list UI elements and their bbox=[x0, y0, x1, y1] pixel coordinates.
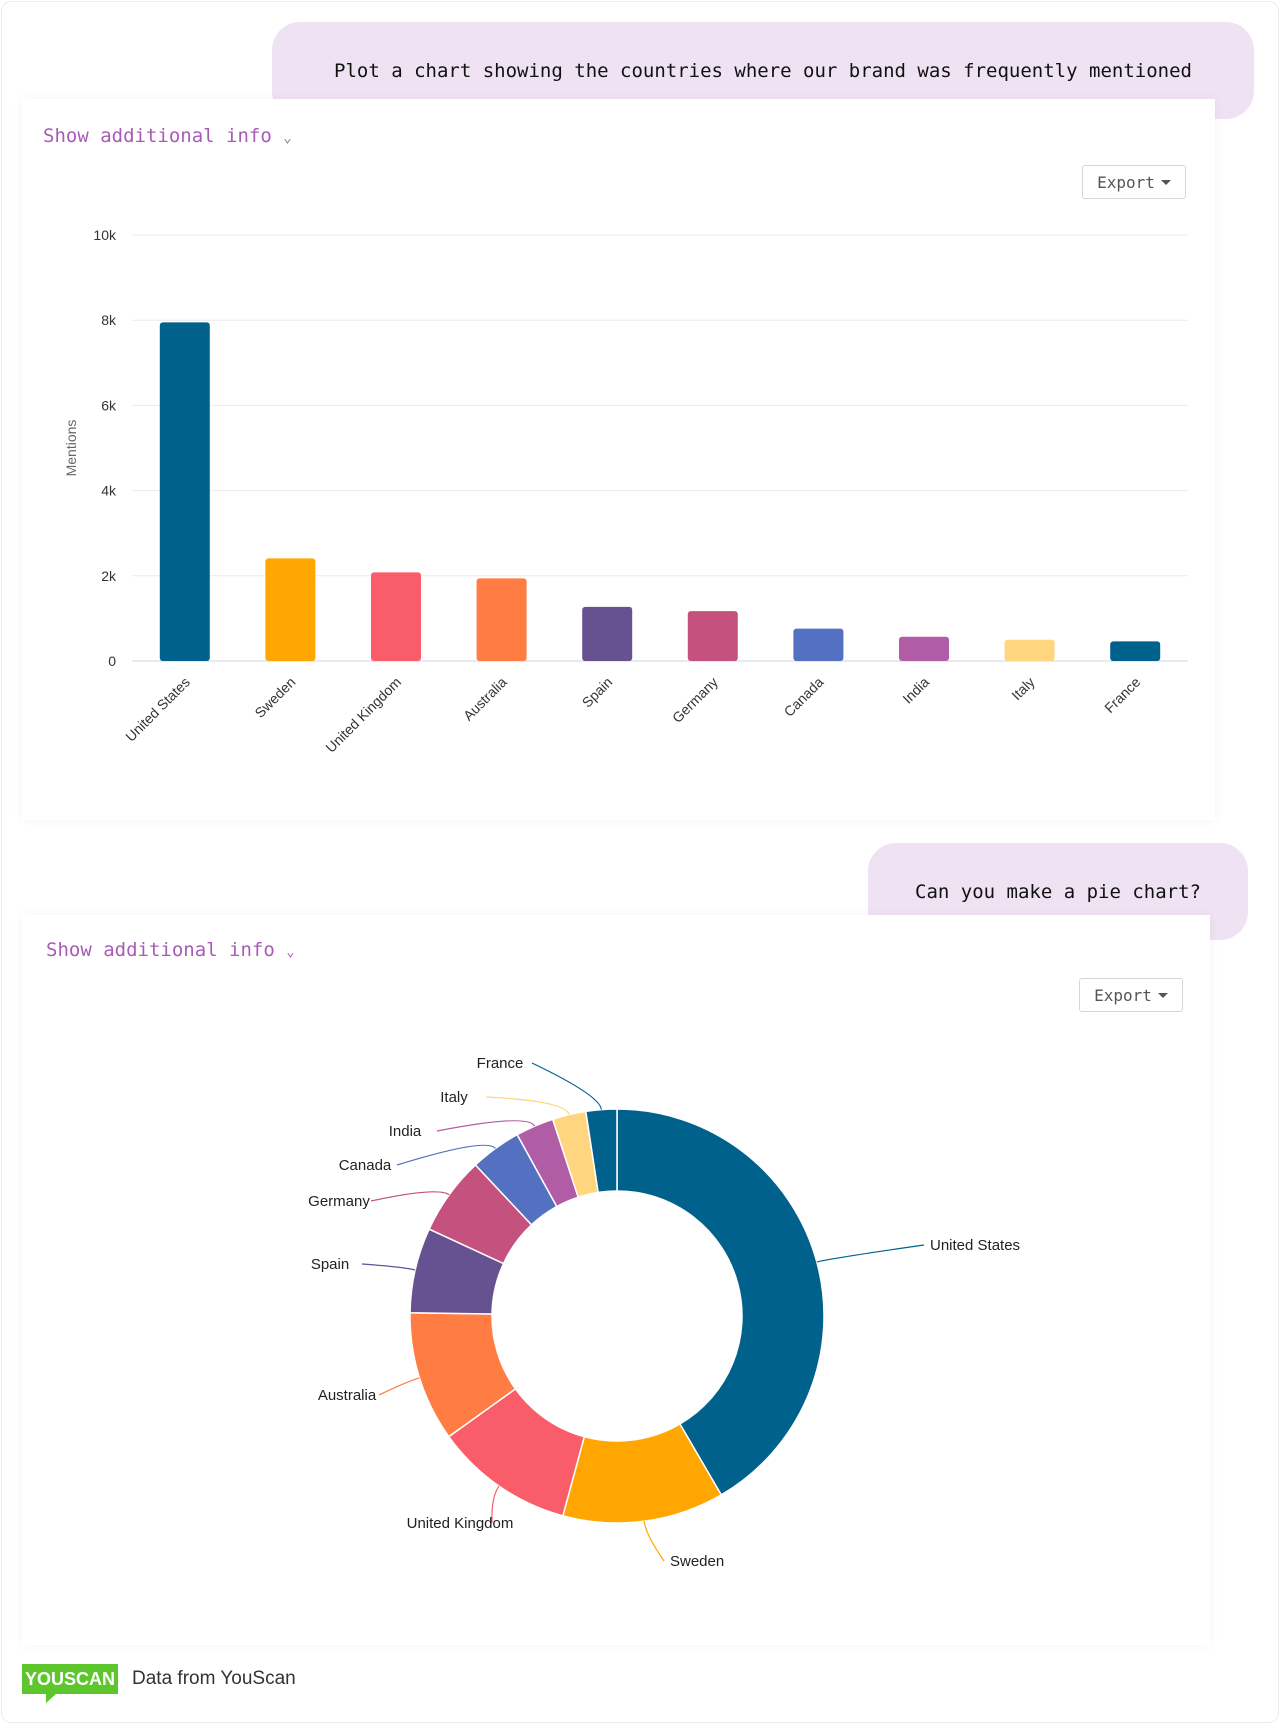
connector-line bbox=[531, 1062, 602, 1110]
slice-label: United Kingdom bbox=[407, 1515, 514, 1532]
connector-line bbox=[361, 1263, 416, 1271]
slice-label: United States bbox=[930, 1237, 1020, 1254]
x-tick-label: United Kingdom bbox=[322, 674, 404, 756]
y-tick-label: 6k bbox=[101, 397, 117, 413]
x-tick-label: Australia bbox=[460, 674, 510, 724]
slice-france bbox=[584, 1108, 618, 1194]
chevron-down-icon: ⌄ bbox=[283, 130, 292, 146]
youscan-logo: YOUSCAN bbox=[22, 1664, 118, 1703]
user-message-text: Can you make a pie chart? bbox=[915, 880, 1201, 903]
bar-germany bbox=[687, 611, 738, 661]
user-message-text: Plot a chart showing the countries where… bbox=[334, 59, 1192, 82]
connector-line bbox=[816, 1244, 925, 1263]
bar-united-kingdom bbox=[371, 572, 421, 661]
show-info-label: Show additional info bbox=[43, 125, 272, 147]
y-tick-label: 4k bbox=[101, 483, 117, 499]
bar-india bbox=[899, 636, 949, 661]
slice-label: Italy bbox=[440, 1089, 468, 1106]
chevron-down-icon: ⌄ bbox=[286, 944, 295, 960]
bar-australia bbox=[476, 578, 527, 661]
y-tick-label: 8k bbox=[101, 312, 117, 328]
show-additional-info-toggle[interactable]: Show additional info ⌄ bbox=[43, 125, 292, 147]
connector-line bbox=[378, 1377, 420, 1396]
connector-line bbox=[396, 1144, 496, 1166]
slice-label: India bbox=[389, 1123, 422, 1140]
connector-line bbox=[491, 1485, 500, 1524]
x-tick-label: Canada bbox=[781, 674, 827, 720]
export-label: Export bbox=[1097, 172, 1155, 192]
connector-line bbox=[370, 1191, 450, 1202]
connector-line bbox=[643, 1521, 665, 1562]
slice-label: Australia bbox=[318, 1387, 377, 1404]
export-button[interactable]: Export bbox=[1079, 978, 1183, 1012]
slice-united-states bbox=[616, 1108, 825, 1496]
y-tick-label: 10k bbox=[93, 227, 117, 243]
slice-label: Sweden bbox=[670, 1553, 724, 1570]
export-button[interactable]: Export bbox=[1082, 165, 1186, 199]
bar-chart-card: Show additional info ⌄ Export 0 2k 4k 6k 8k 1… bbox=[22, 99, 1215, 820]
export-label: Export bbox=[1094, 985, 1152, 1005]
show-additional-info-toggle[interactable]: Show additional info ⌄ bbox=[46, 939, 295, 961]
data-source-text: Data from YouScan bbox=[132, 1668, 296, 1689]
bar-france bbox=[1110, 641, 1161, 661]
bar-italy bbox=[1004, 639, 1055, 661]
bar-canada bbox=[793, 628, 844, 661]
x-tick-label: Spain bbox=[579, 674, 616, 711]
slice-label: France bbox=[477, 1055, 524, 1072]
x-tick-label: Germany bbox=[669, 674, 721, 726]
x-tick-label: Italy bbox=[1008, 674, 1037, 703]
x-tick-label: India bbox=[899, 674, 932, 707]
connector-line bbox=[485, 1096, 570, 1115]
x-tick-label: United States bbox=[122, 674, 193, 745]
pie-chart-card: Show additional info ⌄ Export United Sta… bbox=[22, 915, 1210, 1645]
x-tick-label: Sweden bbox=[251, 674, 298, 721]
bar-chart: 0 2k 4k 6k 8k 10k Mentions United States Sweden U… bbox=[63, 227, 1188, 756]
caret-down-icon bbox=[1157, 992, 1168, 998]
bar-sweden bbox=[265, 558, 316, 661]
bar-spain bbox=[582, 606, 633, 661]
slice-label: Canada bbox=[339, 1157, 392, 1174]
bar-united-states bbox=[159, 322, 210, 661]
slice-label: Germany bbox=[308, 1193, 370, 1210]
y-tick-label: 0 bbox=[108, 653, 116, 669]
connector-line bbox=[436, 1120, 536, 1132]
show-info-label: Show additional info bbox=[46, 939, 275, 961]
donut-chart: United States Sweden United Kingdom Austral… bbox=[308, 1055, 1020, 1570]
x-tick-label: France bbox=[1101, 674, 1143, 716]
slice-label: Spain bbox=[311, 1256, 349, 1273]
y-tick-label: 2k bbox=[101, 568, 117, 584]
y-axis-title: Mentions bbox=[63, 420, 79, 477]
caret-down-icon bbox=[1160, 179, 1171, 185]
